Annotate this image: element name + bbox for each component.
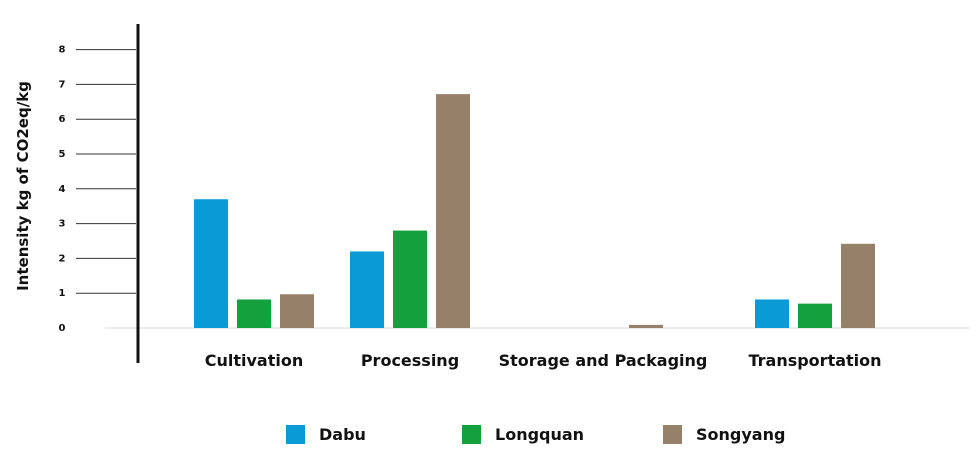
legend-label-longquan: Longquan (495, 425, 584, 444)
bar-dabu-1 (350, 251, 384, 328)
category-label-1: Processing (361, 351, 459, 370)
bar-longquan-0 (237, 299, 271, 328)
bar-songyang-1 (436, 94, 470, 328)
y-tick-label-7: 7 (59, 79, 66, 90)
y-tick-label-3: 3 (59, 219, 66, 230)
y-tick-label-1: 1 (59, 288, 66, 299)
category-label-0: Cultivation (205, 351, 304, 370)
legend-label-songyang: Songyang (696, 425, 785, 444)
legend-label-dabu: Dabu (319, 425, 366, 444)
gridlines (76, 49, 136, 294)
y-tick-label-4: 4 (59, 184, 66, 195)
legend-swatch-songyang (663, 425, 682, 444)
bar-longquan-3 (798, 303, 832, 328)
legend-swatch-dabu (286, 425, 305, 444)
bars (194, 94, 875, 328)
bar-dabu-0 (194, 199, 228, 328)
y-tick-label-2: 2 (59, 253, 66, 264)
category-label-3: Transportation (748, 351, 881, 370)
y-tick-label-6: 6 (59, 114, 66, 125)
category-label-2: Storage and Packaging (499, 351, 708, 370)
bar-songyang-3 (841, 243, 875, 328)
bar-dabu-3 (755, 299, 789, 328)
legend: Dabu Longquan Songyang (286, 425, 785, 444)
y-tick-labels: 0 1 2 3 4 5 6 7 8 (59, 45, 66, 334)
y-tick-label-8: 8 (59, 45, 66, 56)
bar-songyang-0 (280, 294, 314, 328)
y-tick-label-0: 0 (59, 323, 66, 334)
y-axis-title: Intensity kg of CO2eq/kg (14, 81, 32, 291)
y-tick-label-5: 5 (59, 149, 66, 160)
category-labels: Cultivation Processing Storage and Packagi… (205, 351, 882, 370)
legend-swatch-longquan (462, 425, 481, 444)
bar-songyang-2 (629, 324, 663, 328)
bar-longquan-1 (393, 230, 427, 328)
